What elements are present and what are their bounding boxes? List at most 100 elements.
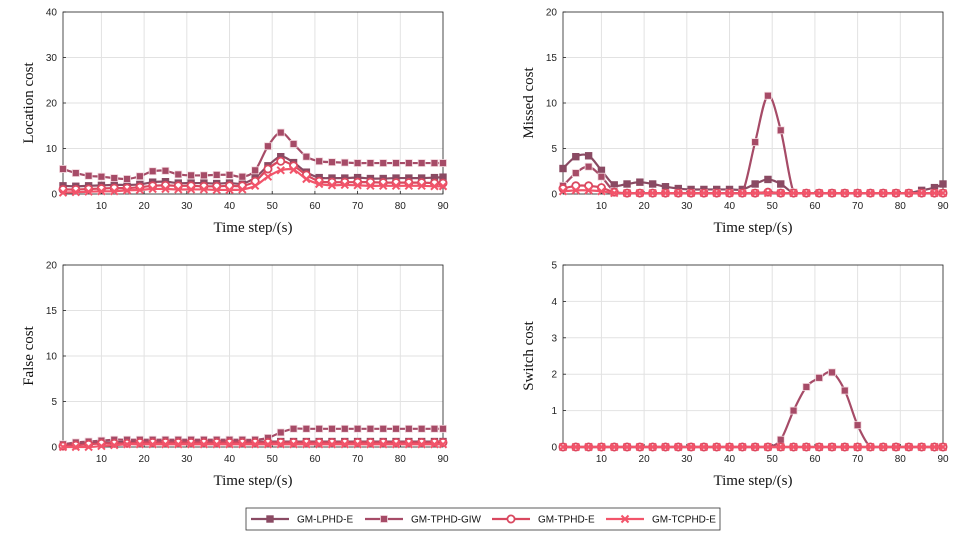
data-point-stroke-b: [610, 442, 619, 452]
data-point-stroke-b: [314, 440, 324, 449]
data-point-stroke-b: [263, 440, 273, 449]
data-point: [328, 424, 336, 433]
y-tick-label: 3: [551, 333, 557, 344]
data-point-stroke-b: [776, 442, 785, 452]
x-tick-label: 60: [809, 201, 821, 212]
data-point: [597, 187, 606, 196]
data-point: [917, 442, 926, 452]
data-point: [789, 442, 798, 452]
data-point-stroke-b: [904, 442, 914, 452]
data-point: [135, 185, 145, 195]
series-gm-tcphd-e: [58, 165, 448, 197]
data-point: [212, 170, 221, 179]
data-point: [148, 184, 157, 194]
data-point: [571, 442, 581, 452]
data-point-stroke-b: [571, 186, 581, 195]
series-gm-tphd-giw: [59, 128, 447, 183]
y-tick-label: 15: [546, 53, 558, 64]
series-gm-tcphd-e: [558, 186, 948, 198]
data-point: [212, 185, 221, 195]
data-point: [264, 142, 272, 151]
x-tick-label: 30: [181, 454, 193, 465]
plot-area: [563, 265, 943, 447]
data-point-stroke-b: [802, 442, 811, 452]
data-point: [828, 368, 836, 377]
data-point-stroke-b: [71, 187, 81, 197]
legend-label: GM-TPHD-E: [538, 515, 595, 526]
data-point: [353, 181, 362, 190]
data-point: [738, 188, 747, 198]
data-point-stroke-b: [97, 441, 106, 451]
data-point-stroke-b: [674, 188, 683, 198]
y-tick-label: 0: [51, 443, 57, 454]
data-point: [404, 159, 413, 167]
legend-marker: [620, 514, 630, 524]
data-point-stroke-b: [238, 185, 247, 194]
data-point: [699, 188, 709, 198]
data-point-stroke-b: [622, 442, 632, 452]
x-tick-label: 40: [724, 201, 736, 212]
y-tick-label: 0: [551, 443, 557, 454]
data-point-stroke-b: [186, 185, 196, 194]
data-point: [802, 442, 811, 452]
x-axis-label: Time step/(s): [213, 473, 292, 489]
data-point-stroke-b: [917, 442, 926, 452]
data-point: [866, 442, 875, 452]
data-point: [610, 181, 618, 189]
data-point: [366, 440, 375, 449]
data-point: [712, 442, 721, 452]
data-point: [187, 171, 195, 180]
data-point: [302, 424, 311, 433]
data-point: [135, 172, 144, 181]
data-point-stroke-b: [250, 181, 260, 191]
data-point: [725, 188, 734, 198]
data-point-stroke-b: [302, 174, 311, 184]
data-point: [559, 164, 567, 173]
y-axis-label: Location cost: [21, 62, 37, 144]
data-point: [430, 159, 439, 167]
data-point-stroke-b: [263, 172, 273, 181]
data-point-stroke-b: [891, 188, 901, 198]
data-point: [314, 440, 324, 449]
data-point: [558, 442, 568, 452]
data-point-stroke-b: [379, 181, 388, 191]
data-point: [148, 440, 157, 449]
data-point: [686, 188, 696, 198]
data-point: [853, 188, 862, 198]
data-point: [853, 442, 862, 452]
data-point: [814, 188, 824, 198]
data-point: [148, 167, 157, 176]
data-point: [404, 181, 414, 191]
data-point: [699, 442, 709, 452]
data-point: [238, 172, 247, 181]
chart-panel-4: 10 20 30 40 50 60 70 80 90 0 1 2 3 4 5 Time step/(s) Swi…: [521, 261, 949, 490]
data-point: [392, 424, 400, 433]
data-point: [636, 178, 644, 186]
data-point-stroke-b: [327, 440, 337, 449]
data-point-stroke-b: [699, 188, 709, 198]
data-point: [225, 440, 234, 449]
legend-marker-stroke-b: [620, 514, 630, 524]
x-tick-label: 80: [895, 201, 907, 212]
data-point: [84, 187, 93, 196]
data-point: [814, 442, 824, 452]
data-point-stroke-b: [97, 187, 106, 196]
data-point-stroke-b: [174, 185, 183, 194]
data-point-stroke-b: [58, 188, 68, 197]
data-point: [751, 180, 759, 188]
data-point: [212, 440, 221, 449]
legend-marker: [266, 515, 274, 523]
data-point-stroke-b: [340, 440, 350, 449]
data-point-stroke-b: [558, 442, 568, 452]
data-point-stroke-b: [866, 442, 875, 452]
data-point-stroke-b: [853, 442, 862, 452]
data-point: [174, 185, 183, 194]
legend-label: GM-TCPHD-E: [652, 515, 716, 526]
data-point: [750, 442, 760, 452]
data-point: [353, 440, 362, 449]
data-point: [584, 186, 593, 195]
data-point: [763, 188, 773, 198]
legend-label: GM-LPHD-E: [297, 515, 353, 526]
data-point: [122, 440, 132, 449]
legend: GM-LPHD-E GM-TPHD-GIW GM-TPHD-E GM-TCPHD-E: [245, 507, 721, 531]
